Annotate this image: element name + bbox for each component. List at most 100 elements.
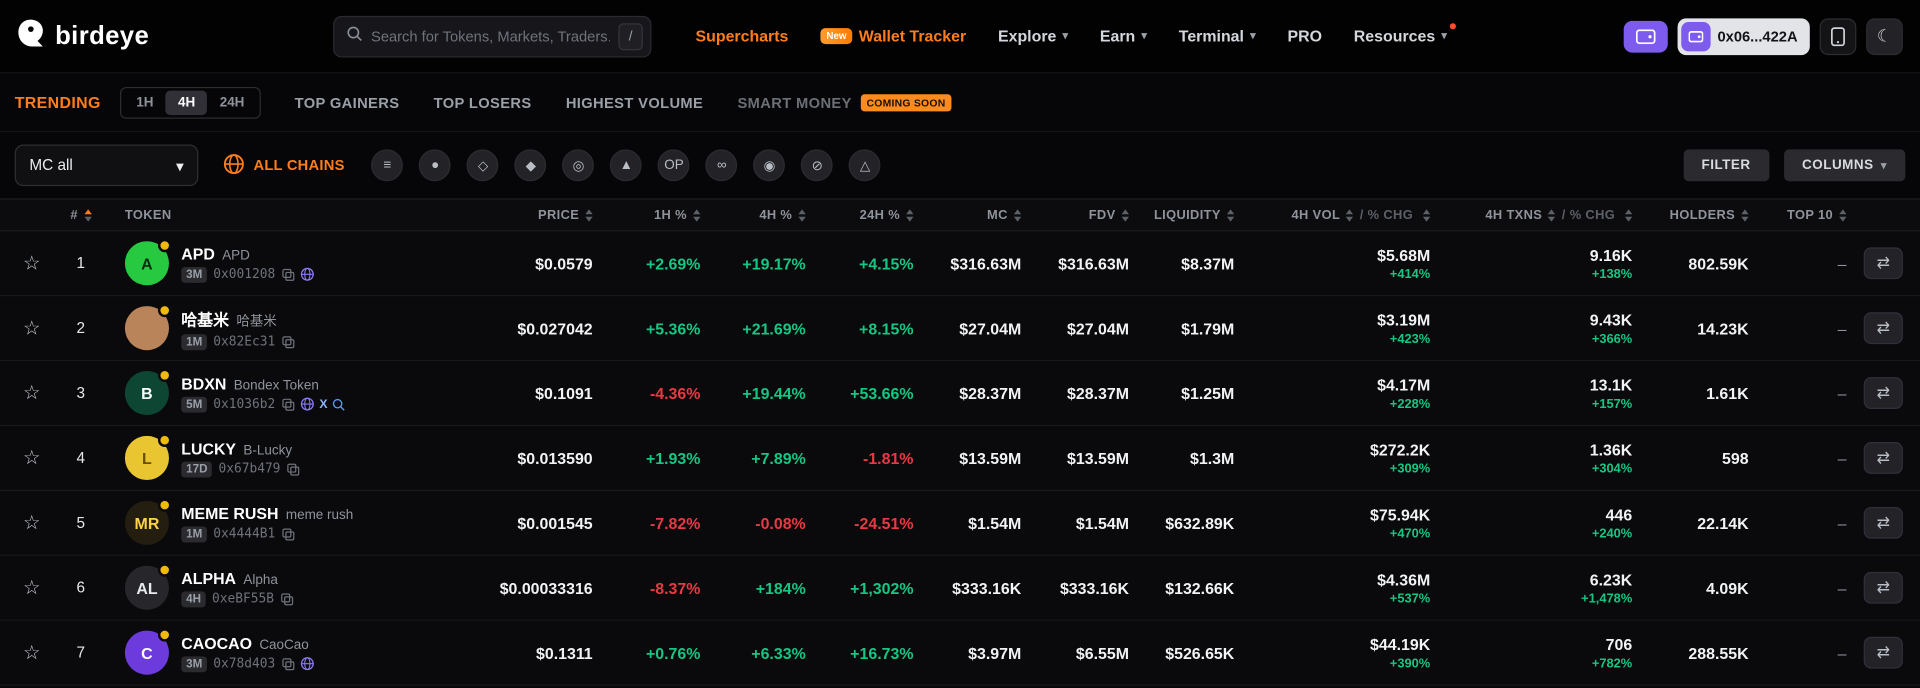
quick-trade-button[interactable]: ⇄ xyxy=(1863,247,1903,280)
nav-explore[interactable]: Explore ▾ xyxy=(997,26,1069,46)
rank-number: 3 xyxy=(76,384,86,402)
copy-address-icon[interactable] xyxy=(281,335,295,348)
quick-trade-button[interactable]: ⇄ xyxy=(1863,442,1903,474)
columns-button[interactable]: COLUMNS ▾ xyxy=(1783,149,1906,182)
column-4h-txns[interactable]: 4H TXNS / % CHG xyxy=(1430,208,1633,222)
quick-trade-button[interactable]: ⇄ xyxy=(1863,636,1903,669)
mobile-app-button[interactable] xyxy=(1819,17,1857,55)
table-row[interactable]: ☆ 3 B BDXN Bondex Token 5M 0x1036b2 X xyxy=(0,361,1920,427)
wallet-button[interactable] xyxy=(1623,20,1668,53)
ethereum-chain-icon[interactable]: ◇ xyxy=(467,149,499,182)
copy-address-icon[interactable] xyxy=(287,462,300,475)
website-icon[interactable] xyxy=(300,397,315,412)
favorite-star-icon[interactable]: ☆ xyxy=(23,577,41,599)
token-symbol[interactable]: APD xyxy=(181,244,215,263)
birdeye-logo[interactable]: birdeye xyxy=(15,17,199,55)
column-holders[interactable]: HOLDERS xyxy=(1632,208,1749,222)
search-input[interactable] xyxy=(371,27,610,45)
copy-address-icon[interactable] xyxy=(281,268,295,281)
table-row[interactable]: ☆ 4 L LUCKY B-Lucky 17D 0x67b479 xyxy=(0,426,1920,492)
optimism-chain-icon[interactable]: OP xyxy=(658,149,690,182)
tab-top-gainers[interactable]: TOP GAINERS xyxy=(294,93,400,111)
favorite-star-icon[interactable]: ☆ xyxy=(23,318,41,340)
favorite-star-icon[interactable]: ☆ xyxy=(23,383,41,405)
copy-address-icon[interactable] xyxy=(281,397,295,411)
time-option-24h[interactable]: 24H xyxy=(219,94,245,110)
liquidity-cell: $1.3M xyxy=(1190,448,1235,468)
swap-icon: ⇄ xyxy=(1876,383,1890,402)
column-4h-vol[interactable]: 4H VOL / % CHG xyxy=(1234,208,1431,222)
tab-top-losers[interactable]: TOP LOSERS xyxy=(433,93,532,111)
starknet-chain-icon[interactable]: △ xyxy=(849,149,881,182)
time-option-1h[interactable]: 1H xyxy=(136,94,154,110)
table-row[interactable]: ☆ 5 MR MEME RUSH meme rush 1M 0x4444B1 xyxy=(0,491,1920,556)
favorite-star-icon[interactable]: ☆ xyxy=(23,513,41,534)
dark-mode-toggle[interactable]: ☾ xyxy=(1866,17,1903,55)
search-icon xyxy=(347,25,363,47)
table-row[interactable]: ☆ 1 A APD APD 3M 0x001208 xyxy=(0,231,1920,297)
quick-trade-button[interactable]: ⇄ xyxy=(1863,312,1903,345)
column-price[interactable]: PRICE xyxy=(458,208,593,222)
copy-address-icon[interactable] xyxy=(280,592,293,605)
tab-trending[interactable]: TRENDING xyxy=(14,93,101,112)
nav-wallet-tracker[interactable]: New Wallet Tracker xyxy=(820,27,966,45)
wallet-address-chip[interactable]: 0x06...422A xyxy=(1677,17,1810,55)
table-row[interactable]: ☆ 7 C CAOCAO CaoCao 3M 0x78d403 xyxy=(0,620,1920,686)
rank-number: 2 xyxy=(76,319,86,337)
nav-earn[interactable]: Earn ▾ xyxy=(1099,26,1147,46)
sui-chain-icon[interactable]: ∞ xyxy=(705,149,738,182)
copy-address-icon[interactable] xyxy=(281,527,295,540)
tab-highest-volume[interactable]: HIGHEST VOLUME xyxy=(565,93,704,111)
quick-trade-button[interactable]: ⇄ xyxy=(1863,571,1903,604)
quick-trade-button[interactable]: ⇄ xyxy=(1863,506,1903,539)
nav-resources[interactable]: Resources ▾ xyxy=(1354,23,1456,45)
bnb-chain-badge-icon xyxy=(157,433,172,447)
global-search[interactable]: / xyxy=(333,15,652,57)
arbitrum-chain-icon[interactable]: ◉ xyxy=(753,149,786,182)
zksync-chain-icon[interactable]: ⊘ xyxy=(801,149,834,182)
nav-terminal[interactable]: Terminal ▾ xyxy=(1178,26,1256,46)
table-row[interactable]: ☆ 2 哈基米 哈基米 1M 0x82Ec31 xyxy=(0,296,1920,362)
token-symbol[interactable]: BDXN xyxy=(181,374,227,393)
token-symbol[interactable]: LUCKY xyxy=(181,438,237,458)
filter-button[interactable]: FILTER xyxy=(1683,149,1769,182)
quick-trade-button[interactable]: ⇄ xyxy=(1863,377,1903,409)
all-chains-selector[interactable]: ALL CHAINS xyxy=(223,152,345,178)
column-1h-change[interactable]: 1H % xyxy=(593,208,701,222)
column-4h-change[interactable]: 4H % xyxy=(700,208,806,222)
column-fdv[interactable]: FDV xyxy=(1021,208,1129,222)
column-mc[interactable]: MC xyxy=(913,208,1022,222)
favorite-star-icon[interactable]: ☆ xyxy=(23,253,41,275)
time-option-4h[interactable]: 4H xyxy=(165,90,208,115)
website-icon[interactable] xyxy=(300,656,315,671)
bnb-chain-icon[interactable]: ● xyxy=(419,149,452,182)
token-avatar xyxy=(124,303,172,351)
table-row[interactable]: ☆ 6 AL ALPHA Alpha 4H 0xeBF55B xyxy=(0,555,1920,621)
column-top10[interactable]: TOP 10 xyxy=(1749,208,1847,222)
nav-pro[interactable]: PRO xyxy=(1287,26,1322,46)
x-twitter-icon[interactable]: X xyxy=(319,397,328,411)
token-symbol[interactable]: 哈基米 xyxy=(181,310,230,329)
token-search-icon[interactable] xyxy=(332,397,346,411)
top-bar: birdeye / Supercharts New Wallet Tracker… xyxy=(0,0,1920,74)
website-icon[interactable] xyxy=(300,267,315,282)
fdv-cell: $13.59M xyxy=(1067,448,1129,468)
polygon-chain-icon[interactable]: ◆ xyxy=(514,149,547,182)
mc-filter-dropdown[interactable]: MC all ▾ xyxy=(14,144,199,187)
column-liquidity[interactable]: LIQUIDITY xyxy=(1129,208,1235,222)
favorite-star-icon[interactable]: ☆ xyxy=(23,448,41,469)
token-symbol[interactable]: CAOCAO xyxy=(181,633,252,653)
nav-supercharts[interactable]: Supercharts xyxy=(695,26,789,46)
token-symbol[interactable]: MEME RUSH xyxy=(181,503,279,523)
swap-icon: ⇄ xyxy=(1876,642,1890,662)
column-24h-change[interactable]: 24H % xyxy=(806,208,914,222)
copy-address-icon[interactable] xyxy=(281,657,295,670)
column-rank[interactable]: # xyxy=(59,208,103,222)
avalanche-chain-icon[interactable]: ▲ xyxy=(610,149,643,182)
logo-text: birdeye xyxy=(55,21,150,50)
solana-chain-icon[interactable]: ≡ xyxy=(371,149,404,182)
favorite-star-icon[interactable]: ☆ xyxy=(23,642,41,664)
chevron-down-icon: ▾ xyxy=(175,157,184,175)
base-chain-icon[interactable]: ◎ xyxy=(562,149,595,182)
token-symbol[interactable]: ALPHA xyxy=(181,568,237,588)
